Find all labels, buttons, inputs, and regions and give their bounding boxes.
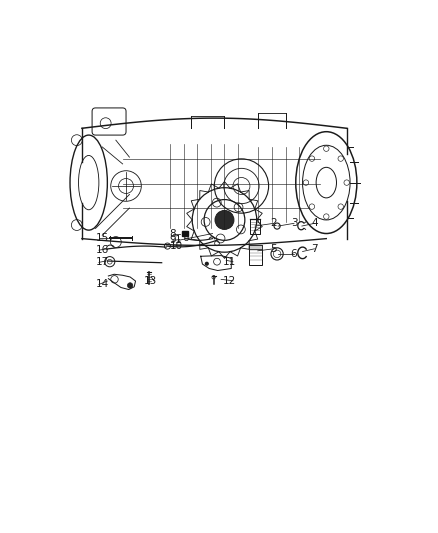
Text: 2: 2 (270, 219, 277, 228)
Text: 3: 3 (291, 219, 297, 228)
Text: 8: 8 (170, 229, 176, 239)
Text: 4: 4 (311, 219, 318, 228)
Bar (250, 219, 261, 234)
Text: 5: 5 (270, 244, 277, 254)
Text: 11: 11 (223, 257, 237, 266)
Text: 17: 17 (95, 257, 109, 268)
Text: 16: 16 (95, 245, 109, 255)
Bar (249, 245, 262, 249)
Text: 9: 9 (170, 235, 176, 245)
Text: 13: 13 (144, 276, 157, 286)
Text: 10: 10 (170, 241, 183, 251)
Text: 7: 7 (311, 244, 318, 254)
Circle shape (215, 211, 234, 229)
Text: 6: 6 (291, 249, 297, 259)
Text: 15: 15 (95, 233, 109, 243)
Bar (249, 245, 262, 265)
Circle shape (127, 282, 133, 288)
Circle shape (205, 262, 208, 265)
Text: 12: 12 (223, 276, 237, 286)
Bar (182, 231, 188, 236)
Text: 14: 14 (95, 279, 109, 289)
Text: 1: 1 (175, 235, 182, 245)
